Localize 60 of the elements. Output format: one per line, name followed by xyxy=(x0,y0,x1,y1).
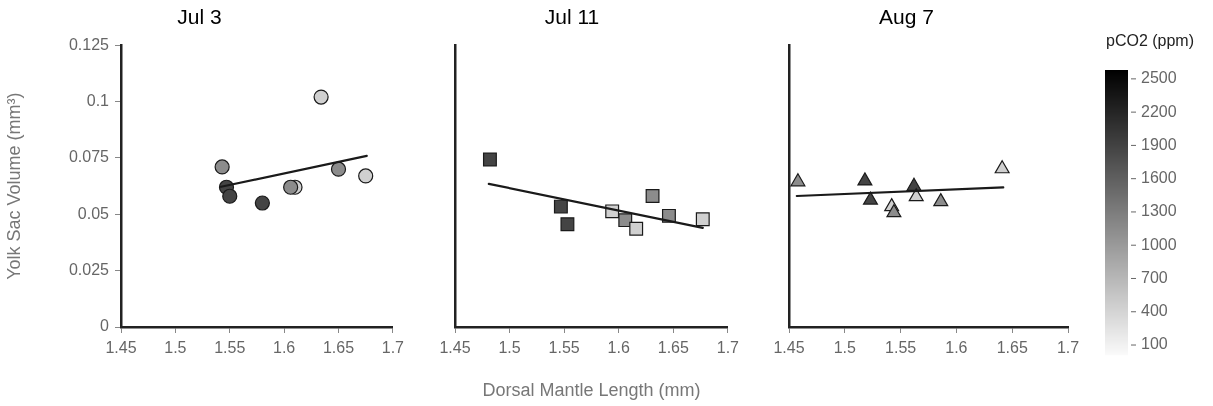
point xyxy=(908,188,924,202)
point xyxy=(618,213,633,228)
point xyxy=(933,193,949,207)
color-bar-label: 1000 xyxy=(1141,235,1177,253)
x-tick-label: 1.45 xyxy=(773,339,805,357)
chart-title: Jul 3 xyxy=(177,5,222,29)
x-tick-label: 1.55 xyxy=(885,339,917,357)
color-bar-label: 100 xyxy=(1141,335,1168,353)
x-tick-label: 1.55 xyxy=(214,339,246,357)
x-tick-label: 1.65 xyxy=(322,339,355,357)
point xyxy=(790,173,806,187)
point xyxy=(695,212,710,227)
color-bar-label: 2500 xyxy=(1141,69,1177,87)
x-tick-label: 1.6 xyxy=(273,339,296,357)
point xyxy=(254,195,270,211)
x-tick-label: 1.6 xyxy=(945,339,968,357)
y-tick-label: 0.1 xyxy=(86,91,110,109)
point xyxy=(313,89,329,105)
point xyxy=(330,161,347,177)
x-tick-label: 1.7 xyxy=(716,339,740,357)
x-tick-label: 1.45 xyxy=(105,339,137,357)
x-tick-label: 1.5 xyxy=(164,339,187,357)
point xyxy=(862,191,878,205)
x-axis-title: Dorsal Mantle Length (mm) xyxy=(482,380,701,401)
point xyxy=(994,160,1010,174)
color-bar-title: pCO2 (ppm) xyxy=(1105,32,1195,50)
x-tick-label: 1.5 xyxy=(498,339,521,357)
point xyxy=(857,172,873,186)
point xyxy=(358,168,374,184)
point xyxy=(629,221,644,236)
point xyxy=(886,204,902,218)
x-tick-label: 1.45 xyxy=(439,339,471,357)
x-tick-label: 1.7 xyxy=(1056,339,1080,357)
color-bar-label: 700 xyxy=(1141,268,1168,286)
point xyxy=(482,152,497,167)
color-bar-label: 1600 xyxy=(1141,169,1177,187)
chart-title: Jul 11 xyxy=(544,5,600,29)
color-bar-label: 400 xyxy=(1141,302,1168,320)
x-tick-label: 1.5 xyxy=(833,339,857,357)
color-bar-label: 1900 xyxy=(1141,135,1177,153)
y-axis-title: Yolk Sac Volume (mm³) xyxy=(3,92,24,280)
point xyxy=(645,189,660,203)
point xyxy=(222,188,238,204)
y-tick-label: 0.025 xyxy=(68,261,110,279)
x-tick-label: 1.55 xyxy=(548,339,580,357)
point xyxy=(560,217,575,232)
point xyxy=(553,199,568,214)
y-tick-label: 0.075 xyxy=(68,148,110,166)
y-tick-label: 0 xyxy=(100,317,110,335)
color-bar-label: 1300 xyxy=(1141,202,1177,220)
x-tick-label: 1.7 xyxy=(381,339,405,357)
chart-title: Aug 7 xyxy=(879,5,934,29)
y-tick-label: 0.05 xyxy=(77,204,110,222)
color-bar-label: 2200 xyxy=(1141,102,1177,120)
y-tick-label: 0.125 xyxy=(68,35,110,53)
x-tick-label: 1.65 xyxy=(657,339,689,357)
point xyxy=(214,159,230,175)
point xyxy=(283,179,299,195)
x-tick-label: 1.6 xyxy=(607,339,630,357)
x-tick-label: 1.65 xyxy=(996,339,1028,357)
